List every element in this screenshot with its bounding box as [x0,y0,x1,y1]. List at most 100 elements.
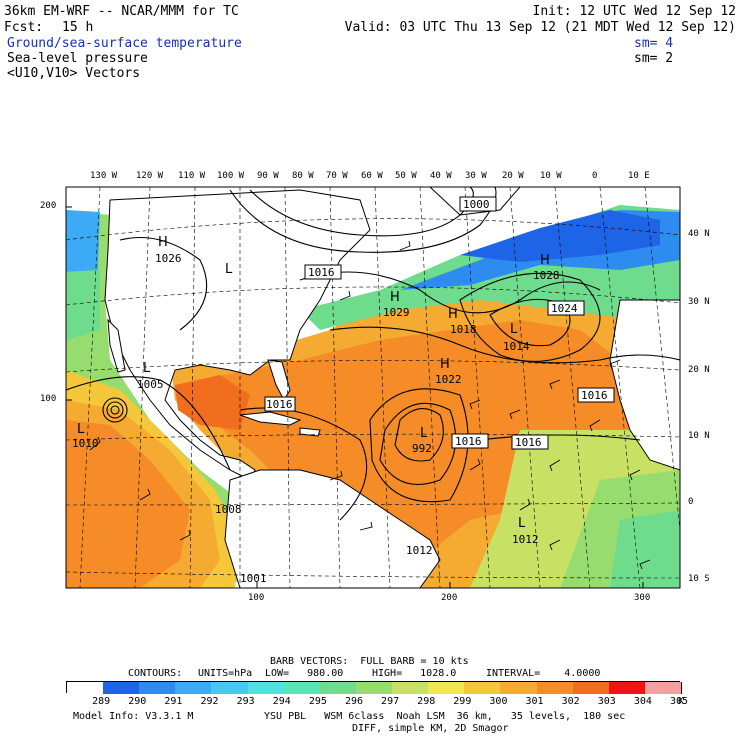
lon-label-40w: 40 W [430,171,452,181]
lon-label-60w: 60 W [361,171,383,181]
svg-text:H: H [158,235,168,250]
pressure-box-1016-d: 1016 [515,436,542,449]
colorbar-value: 304 [633,696,652,707]
lat-label-10n: 10 N [688,431,710,441]
svg-text:992: 992 [412,442,432,455]
contours-high: HIGH= 1028.0 [372,668,457,679]
colorbar-value: 300 [489,696,508,707]
pressure-centers: H H H H H L L L L L L [77,235,550,531]
field-sst-sm: sm= 4 [634,36,674,51]
lat-label-40n: 40 N [688,229,710,239]
colorbar-value: 296 [344,696,363,707]
svg-text:1012: 1012 [406,544,433,557]
pressure-box-labels: 1000 1016 1024 1016 1016 1016 1016 [264,196,615,450]
colorbar-value: 289 [92,696,111,707]
lon-label-100w: 100 W [217,171,245,181]
colorbar-cell [247,682,286,694]
colorbar-value: 295 [308,696,327,707]
colorbar-value: 298 [417,696,436,707]
colorbar-cell [392,682,430,694]
svg-text:1028: 1028 [533,269,560,282]
colorbar-value: 291 [164,696,183,707]
svg-text:1022: 1022 [435,373,462,386]
field-slp-sm: sm= 2 [634,51,674,66]
svg-text:1029: 1029 [383,306,410,319]
pressure-box-1000: 1000 [463,198,490,211]
contours-interval: INTERVAL= 4.0000 [486,668,601,679]
svg-text:L: L [518,516,526,531]
model-title: 36km EM-WRF -- NCAR/MMM for TC [4,4,239,19]
lat-label-10s: 10 S [688,574,710,584]
colorbar-cell [103,682,141,694]
svg-text:L: L [420,426,428,441]
grid-x-200: 200 [441,593,458,603]
graticule [66,187,680,588]
colorbar-value: 299 [453,696,472,707]
colorbar-cell [283,682,322,694]
colorbar-cell [67,682,105,694]
colorbar-cell [572,682,611,694]
colorbar-value: 301 [525,696,544,707]
colorbar-value: 293 [236,696,255,707]
fcst-label: Fcst: [4,20,44,35]
lat-label-0: 0 [688,497,694,507]
colorbar-cell [536,682,575,694]
field-sst-label: Ground/sea-surface temperature [7,36,242,51]
contours-units: UNITS=hPa [198,668,253,679]
svg-text:1010: 1010 [72,437,99,450]
svg-text:L: L [510,322,518,337]
svg-text:H: H [540,253,550,268]
svg-text:H: H [390,290,400,305]
svg-text:H: H [440,357,450,372]
fcst-value: 15 h [62,20,94,35]
svg-text:1008: 1008 [215,503,242,516]
lat-label-20n: 20 N [688,365,710,375]
lon-label-20w: 20 W [502,171,524,181]
map-frame [65,186,681,589]
grid-y-100: 100 [40,394,57,404]
colorbar-value: 305 [670,696,689,707]
svg-text:L: L [77,422,85,437]
pressure-value-labels: 1026 1029 1018 1014 1028 1022 1005 1010 … [72,252,560,585]
colorbar-unit: K [678,696,685,707]
lon-label-0: 0 [592,171,598,181]
svg-text:1005: 1005 [137,378,164,391]
colorbar-value: 297 [381,696,400,707]
lon-label-10e: 10 E [628,171,650,181]
colorbar-cell [464,682,502,694]
svg-text:1026: 1026 [155,252,182,265]
model-info: Model Info: V3.3.1 M [73,711,194,722]
svg-text:H: H [448,307,458,322]
lon-label-50w: 50 W [395,171,417,181]
init-time: Init: 12 UTC Wed 12 Sep 12 [532,4,737,19]
lon-label-120w: 120 W [136,171,164,181]
colorbar-cell [319,682,358,694]
field-slp-label: Sea-level pressure [7,51,148,66]
colorbar-value: 290 [128,696,147,707]
barb-vectors-text: BARB VECTORS: FULL BARB = 10 kts [270,656,469,667]
lat-label-30n: 30 N [688,297,710,307]
pressure-box-1016-b: 1016 [581,389,608,402]
field-vector-label: <U10,V10> Vectors [7,66,141,81]
grid-y-200: 200 [40,201,57,211]
lon-label-80w: 80 W [292,171,314,181]
lon-label-30w: 30 W [465,171,487,181]
wind-barbs [89,240,651,570]
lon-label-110w: 110 W [178,171,206,181]
lon-label-90w: 90 W [257,171,279,181]
lon-label-10w: 10 W [540,171,562,181]
colorbar-value: 294 [272,696,291,707]
colorbar-cell [608,682,647,694]
colorbar-cell [175,682,213,694]
svg-text:1012: 1012 [512,533,539,546]
colorbar-cell [355,682,394,694]
physics-info: YSU PBL WSM 6class Noah LSM 36 km, 35 le… [264,711,626,722]
contours-label: CONTOURS: [128,668,183,679]
pressure-box-1024: 1024 [551,302,578,315]
pressure-box-1016-e: 1016 [266,398,293,411]
pressure-box-1016-c: 1016 [455,435,482,448]
svg-text:L: L [225,262,233,277]
svg-text:1001: 1001 [240,572,267,585]
colorbar-value: 292 [200,696,219,707]
